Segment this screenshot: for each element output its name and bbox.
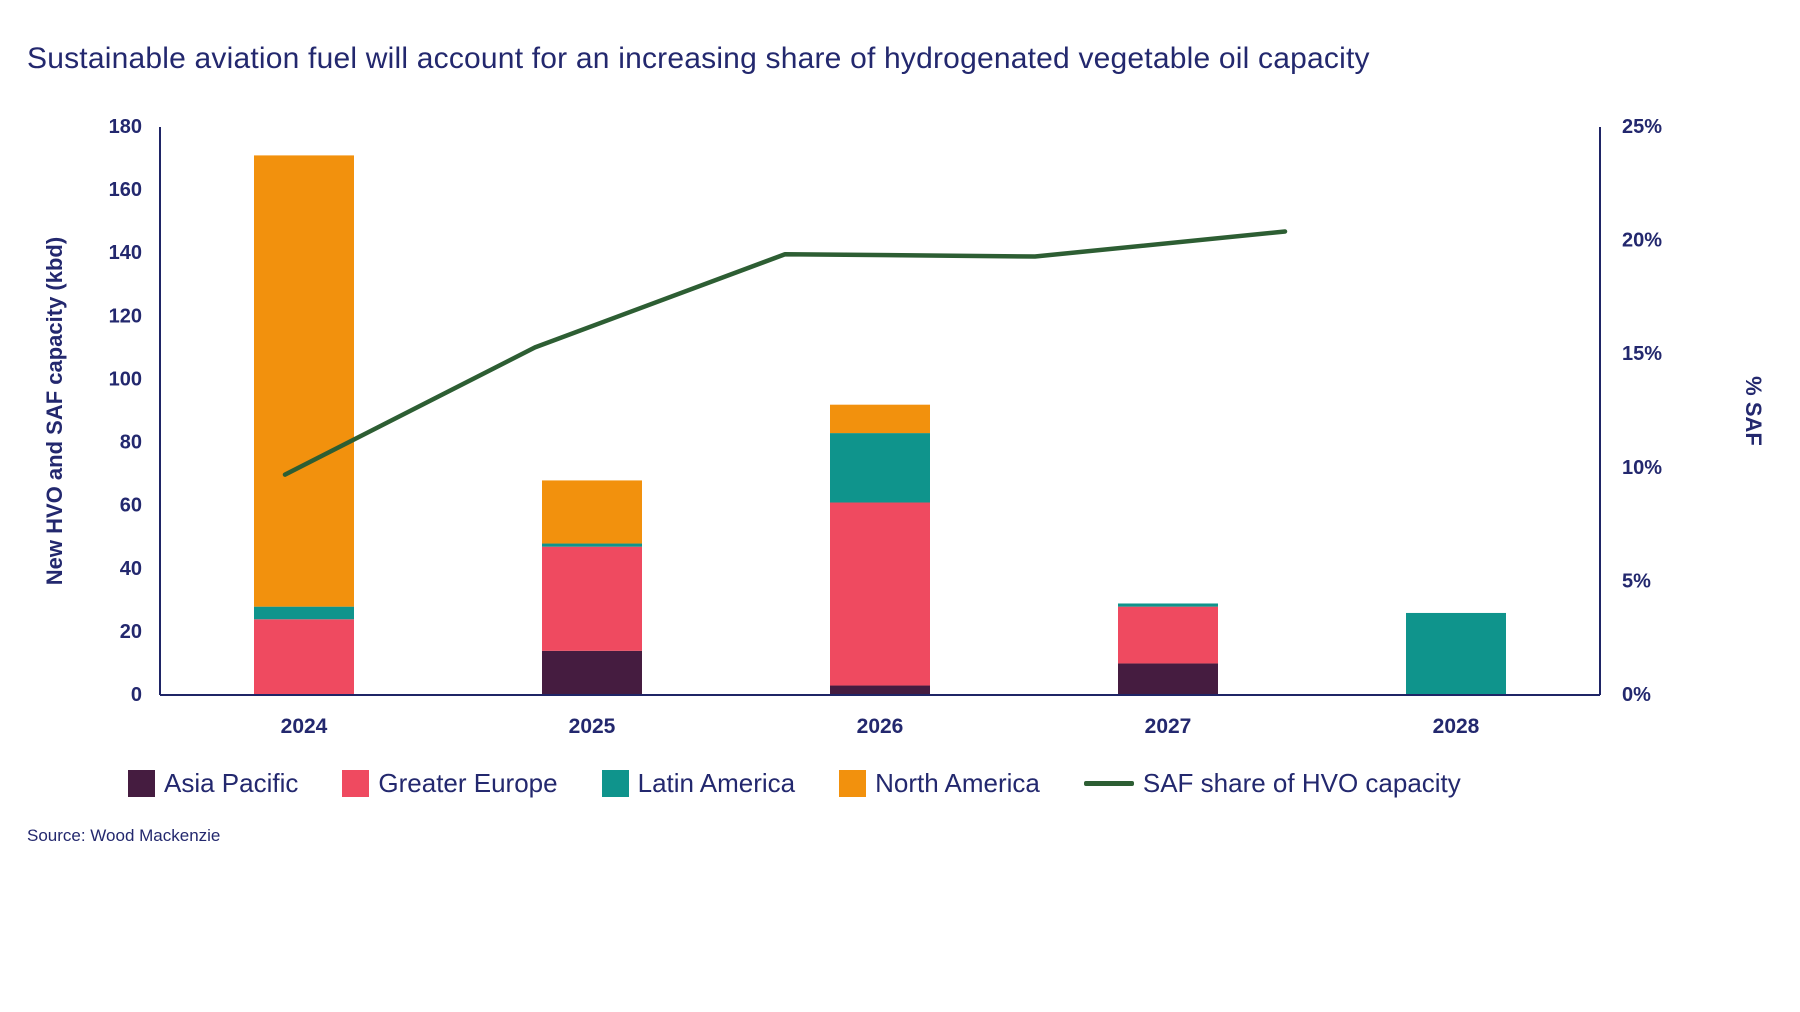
legend-item-saf-share-of-hvo-capacity: SAF share of HVO capacity (1083, 768, 1461, 799)
x-axis-category-label: 2024 (281, 715, 328, 738)
left-axis-tick-label: 180 (109, 116, 142, 138)
legend-line-icon (1083, 781, 1134, 786)
saf-share-line (282, 229, 1288, 477)
bar-segment-latin-america-2028 (1406, 612, 1506, 695)
right-axis-tick-label: 25% (1622, 116, 1662, 138)
legend-swatch-icon (128, 770, 155, 797)
left-axis-tick-label: 0 (131, 684, 142, 706)
right-axis-tick-label: 0% (1622, 684, 1651, 706)
legend-label: Latin America (637, 768, 796, 798)
legend-swatch-icon (342, 770, 370, 797)
right-axis-tick-label: 15% (1622, 343, 1662, 365)
left-axis-tick-label: 100 (109, 368, 142, 390)
left-axis-tick-label: 120 (109, 305, 142, 327)
x-axis-category-label: 2027 (1145, 715, 1192, 738)
bar-segment-north-america-2026 (830, 404, 930, 434)
left-axis-tick-label: 160 (109, 179, 142, 201)
bar-segment-asia-pacific-2027 (1118, 663, 1218, 695)
left-axis-tick-label: 140 (109, 242, 142, 264)
left-axis-tick-label: 60 (120, 495, 142, 517)
legend-item-greater-europe: Greater Europe (342, 768, 558, 799)
right-axis-title: % SAF (1741, 376, 1766, 446)
bar-segment-asia-pacific-2026 (830, 685, 930, 695)
left-axis-tick-label: 40 (120, 558, 142, 580)
x-axis-category-label: 2028 (1433, 715, 1480, 738)
bar-segment-latin-america-2027 (1118, 603, 1218, 607)
bar-segment-latin-america-2025 (542, 543, 642, 547)
legend-label: Asia Pacific (164, 768, 299, 798)
chart-title: Sustainable aviation fuel will account f… (27, 42, 1370, 75)
legend-item-asia-pacific: Asia Pacific (128, 768, 298, 799)
legend-item-north-america: North America (839, 768, 1040, 799)
source-note: Source: Wood Mackenzie (27, 826, 221, 845)
bar-segment-latin-america-2026 (830, 433, 930, 503)
legend-label: SAF share of HVO capacity (1142, 768, 1461, 798)
bar-segment-greater-europe-2024 (254, 619, 354, 695)
chart-legend: Asia Pacific Greater Europe Latin America N… (128, 768, 1461, 799)
bar-segment-greater-europe-2027 (1118, 606, 1218, 664)
x-axis-category-label: 2026 (857, 715, 904, 738)
left-axis-title: New HVO and SAF capacity (kbd) (42, 237, 67, 585)
right-axis-tick-label: 10% (1622, 457, 1662, 479)
legend-label: North America (875, 768, 1040, 798)
bar-segment-asia-pacific-2025 (542, 650, 642, 695)
bar-segment-north-america-2025 (542, 480, 642, 544)
legend-item-latin-america: Latin America (601, 768, 796, 799)
bar-segment-greater-europe-2026 (830, 502, 930, 686)
right-axis-tick-label: 20% (1622, 230, 1662, 252)
left-axis-tick-label: 80 (120, 432, 142, 454)
legend-swatch-icon (601, 770, 629, 797)
left-axis-tick-label: 20 (120, 621, 142, 643)
right-axis-tick-label: 5% (1622, 570, 1651, 592)
bar-segment-latin-america-2024 (254, 606, 354, 620)
legend-swatch-icon (839, 770, 867, 797)
x-axis-category-label: 2025 (569, 715, 616, 738)
legend-label: Greater Europe (378, 768, 558, 798)
bar-segment-greater-europe-2025 (542, 546, 642, 651)
bar-segment-north-america-2024 (254, 155, 354, 607)
